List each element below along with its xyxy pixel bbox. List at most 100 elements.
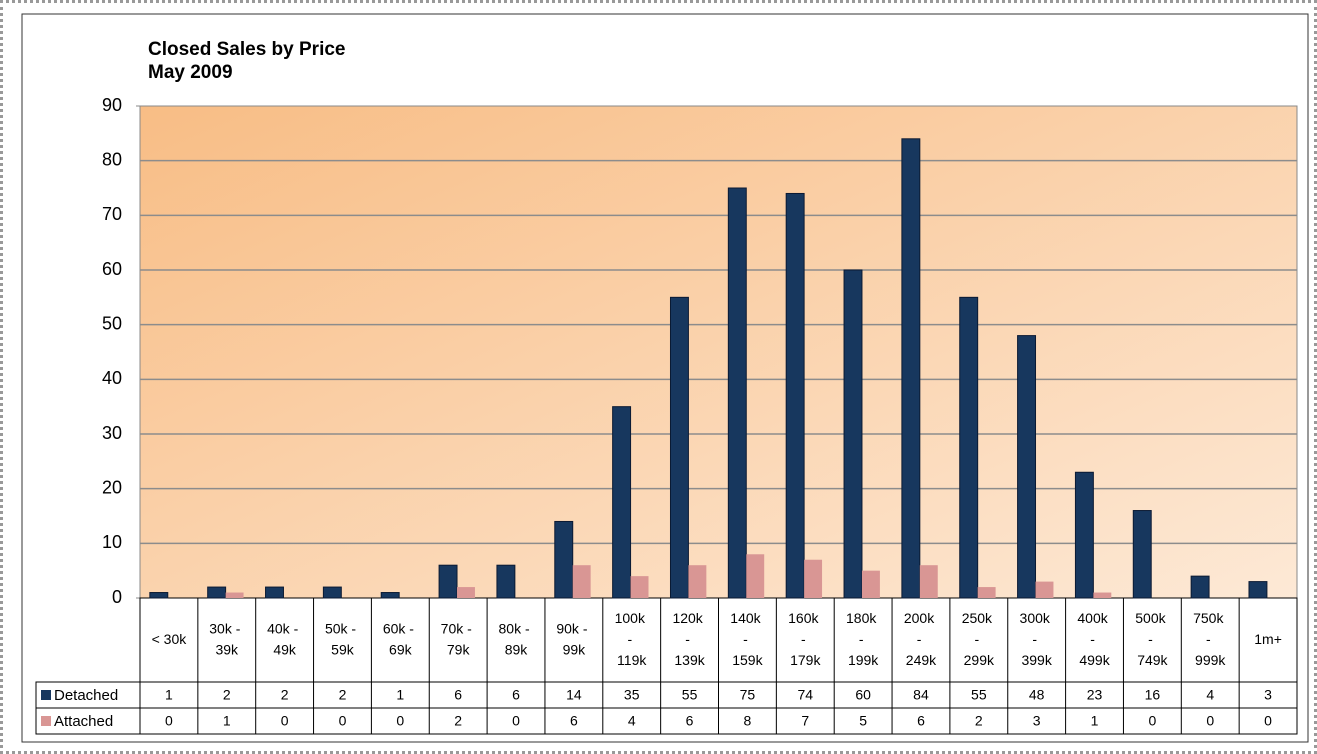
y-tick-label: 90 <box>102 95 122 115</box>
bar <box>843 269 863 599</box>
table-value: 1 <box>223 713 231 729</box>
table-value: 74 <box>797 687 813 703</box>
table-value: 6 <box>686 713 694 729</box>
y-tick-label: 10 <box>102 532 122 552</box>
table-value: 7 <box>801 713 809 729</box>
table-value: 1 <box>165 687 173 703</box>
bar <box>688 565 707 598</box>
table-value: 2 <box>975 713 983 729</box>
table-value: 0 <box>281 713 289 729</box>
x-tick-label: 50k - 59k <box>325 620 360 657</box>
table-value: 1 <box>1091 713 1099 729</box>
bar <box>1035 581 1054 598</box>
bar <box>1093 592 1112 598</box>
y-tick-label: 40 <box>102 368 122 388</box>
table-value: 6 <box>454 687 462 703</box>
bar <box>727 187 747 599</box>
plot-area <box>139 105 1298 599</box>
y-tick-label: 0 <box>112 587 122 607</box>
x-tick-label: 90k - 99k <box>556 620 591 657</box>
bar <box>785 192 805 599</box>
x-tick-label: 120k - 139k <box>672 610 706 668</box>
bar <box>496 564 516 599</box>
x-tick-label: < 30k <box>152 631 188 647</box>
y-tick-label: 20 <box>102 477 122 497</box>
table-value: 6 <box>570 713 578 729</box>
bar <box>804 559 823 598</box>
x-tick-label: 80k - 89k <box>499 620 534 657</box>
x-tick-label: 500k - 749k <box>1135 610 1169 668</box>
bar <box>612 406 632 599</box>
table-value: 6 <box>917 713 925 729</box>
legend-label: Attached <box>54 713 113 730</box>
y-tick-label: 50 <box>102 313 122 333</box>
bar <box>554 520 574 599</box>
bar <box>438 564 458 599</box>
bar <box>669 296 689 599</box>
table-value: 48 <box>1029 687 1045 703</box>
table-value: 2 <box>454 713 462 729</box>
y-tick-label: 30 <box>102 423 122 443</box>
bar <box>1248 581 1268 599</box>
table-value: 3 <box>1033 713 1041 729</box>
chart-title: Closed Sales by Price <box>148 39 346 60</box>
table-value: 4 <box>628 713 636 729</box>
table-value: 1 <box>396 687 404 703</box>
x-tick-label: 750k - 999k <box>1193 610 1227 668</box>
table-value: 55 <box>971 687 987 703</box>
y-tick-label: 80 <box>102 149 122 169</box>
x-tick-label: 100k - 119k <box>615 610 649 668</box>
table-value: 16 <box>1145 687 1161 703</box>
x-tick-label: 140k - 159k <box>730 610 764 668</box>
table-value: 0 <box>165 713 173 729</box>
bar <box>1017 335 1037 599</box>
x-tick-label: 300k - 399k <box>1020 610 1054 668</box>
bar <box>207 586 227 599</box>
bar <box>919 565 938 598</box>
bar <box>322 586 342 599</box>
bar <box>901 138 921 599</box>
x-tick-label: 60k - 69k <box>383 620 418 657</box>
x-tick-label: 400k - 499k <box>1077 610 1111 668</box>
bar <box>1074 471 1094 599</box>
legend-swatch <box>41 690 51 700</box>
x-tick-label: 40k - 49k <box>267 620 302 657</box>
x-tick-label: 180k - 199k <box>846 610 880 668</box>
table-value: 8 <box>744 713 752 729</box>
table-value: 75 <box>740 687 756 703</box>
table-value: 55 <box>682 687 698 703</box>
x-tick-label: 160k - 179k <box>788 610 822 668</box>
bar <box>572 565 591 598</box>
table-value: 14 <box>566 687 582 703</box>
bar <box>1190 575 1210 599</box>
bar <box>149 592 169 599</box>
bar <box>380 592 400 599</box>
x-tick-label: 1m+ <box>1254 631 1282 647</box>
table-value: 0 <box>396 713 404 729</box>
bar <box>265 586 284 599</box>
table-value: 5 <box>859 713 867 729</box>
bar <box>457 587 475 598</box>
y-tick-label: 60 <box>102 259 122 279</box>
table-value: 4 <box>1206 687 1214 703</box>
table-value: 23 <box>1087 687 1103 703</box>
chart-subtitle: May 2009 <box>148 62 233 83</box>
table-value: 3 <box>1264 687 1272 703</box>
bar <box>977 587 996 598</box>
bar <box>1132 510 1152 599</box>
table-value: 0 <box>1206 713 1214 729</box>
table-value: 35 <box>624 687 640 703</box>
table-value: 84 <box>913 687 929 703</box>
table-value: 6 <box>512 687 520 703</box>
bar <box>959 296 979 599</box>
table-value: 2 <box>223 687 231 703</box>
x-tick-label: 200k - 249k <box>904 610 938 668</box>
table-value: 60 <box>855 687 871 703</box>
table-value: 0 <box>512 713 520 729</box>
table-value: 2 <box>339 687 347 703</box>
bar <box>630 576 649 598</box>
bar <box>861 570 880 598</box>
legend-swatch <box>41 716 51 726</box>
table-value: 2 <box>281 687 289 703</box>
